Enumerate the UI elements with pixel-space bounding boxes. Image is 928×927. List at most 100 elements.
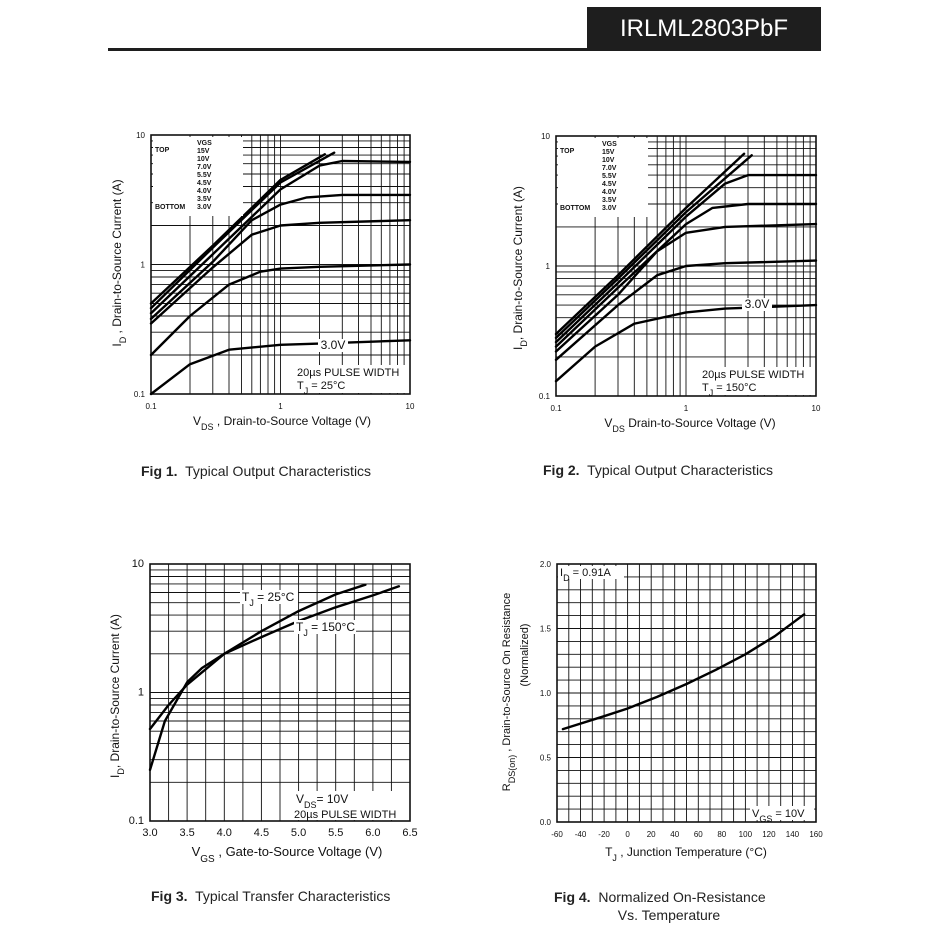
- fig2-legend-entry: 4.5V: [602, 181, 617, 188]
- fig1-series-4-5v: [149, 218, 412, 325]
- fig1-xtick-label: 1: [278, 402, 283, 411]
- fig2-note-bg: [700, 367, 812, 395]
- fig4-id-note: ID = 0.91A: [560, 567, 612, 583]
- fig1-legend-entry: 4.0V: [197, 188, 212, 195]
- fig2-series-3-0v: [554, 303, 818, 383]
- fig1-legend-heading: VGS: [197, 140, 212, 147]
- fig4-ytick-label: 0.5: [540, 754, 552, 763]
- fig1-ytick-label: 10: [136, 131, 145, 140]
- fig4-plot-frame: [556, 563, 817, 823]
- fig1-caption: Fig 1. Typical Output Characteristics: [141, 463, 371, 479]
- fig1-series-10v: [149, 151, 336, 310]
- fig1-legend-bottom: BOTTOM: [155, 204, 185, 211]
- fig2-ytick-label: 0.1: [539, 392, 551, 401]
- part-number-title: IRLML2803PbF: [619, 15, 789, 42]
- fig4-xtick-label: 80: [717, 830, 726, 839]
- fig4-ytick-label: 2.0: [540, 560, 552, 569]
- fig3-ytick-label: 0.1: [129, 815, 144, 827]
- fig2-xtick-label: 10: [812, 404, 821, 413]
- fig4-ytick-label: 1.0: [540, 689, 552, 698]
- fig1-legend-entry: 7.0V: [197, 164, 212, 171]
- fig2-series-4-0v: [554, 259, 818, 361]
- fig2-plot-frame: [555, 135, 817, 397]
- fig4-y-axis-label-normalized: (Normalized): [519, 624, 531, 687]
- fig4-ytick-label: 1.5: [540, 625, 552, 634]
- fig3-y-axis-label: ID, Drain-to-Source Current (A): [108, 614, 126, 778]
- fig4-xtick-label: 60: [694, 830, 703, 839]
- fig2-series-10v: [554, 154, 753, 340]
- fig3-t150-label: TJ = 150°C: [296, 620, 355, 638]
- fig1-xtick-label: 0.1: [145, 402, 157, 411]
- fig2-series-7-0v: [554, 173, 818, 344]
- fig3-xtick-label: 5.5: [328, 827, 343, 839]
- fig4-vgs-note: VGS = 10V: [752, 808, 805, 824]
- fig3-caption: Fig 3. Typical Transfer Characteristics: [151, 888, 390, 904]
- fig2-legend-heading: VGS: [602, 141, 617, 148]
- fig4-xtick-label: -20: [598, 830, 610, 839]
- fig4-xtick-label: -60: [551, 830, 563, 839]
- fig3-xtick-label: 3.5: [179, 827, 194, 839]
- fig2-x-axis-label: VDS Drain-to-Source Voltage (V): [604, 416, 775, 434]
- fig4-caption: Fig 4. Normalized On-Resistance: [554, 889, 766, 905]
- fig2-curve-label: 3.0V: [745, 297, 770, 311]
- fig2-xtick-label: 1: [684, 404, 689, 413]
- fig1-legend-backdrop: [153, 137, 243, 216]
- fig4-caption-text: Normalized On-Resistance: [598, 889, 766, 905]
- fig2-series-15v: [554, 152, 746, 336]
- fig1-curve-label: 3.0V: [321, 338, 346, 352]
- fig1-ytick-label: 0.1: [134, 390, 146, 399]
- fig4-xtick-label: 140: [786, 830, 800, 839]
- fig3-series-tj-150-c: [148, 585, 401, 731]
- fig1-legend-entry: 10V: [197, 156, 210, 163]
- fig2-legend-entry: 3.0V: [602, 205, 617, 212]
- fig1-legend-entry: 3.0V: [197, 204, 212, 211]
- fig3-xtick-label: 6.5: [402, 827, 417, 839]
- fig4-xtick-label: 160: [809, 830, 823, 839]
- fig1-legend-top: TOP: [155, 147, 170, 154]
- fig1-ytick-label: 1: [141, 261, 146, 270]
- fig4-caption-label: Fig 4.: [554, 889, 591, 905]
- fig3-caption-text: Typical Transfer Characteristics: [195, 888, 391, 904]
- fig3-ytick-label: 1: [138, 687, 144, 699]
- fig3-t25-label: TJ = 25°C: [242, 590, 295, 608]
- fig4-x-axis-label: TJ , Junction Temperature (°C): [605, 845, 767, 863]
- fig2-curve-label-bg: [742, 298, 772, 311]
- fig3-plot-frame: [149, 563, 411, 822]
- fig3-xtick-label: 3.0: [142, 827, 157, 839]
- fig2-legend-entry: 4.0V: [602, 189, 617, 196]
- fig1-pulse-note: 20µs PULSE WIDTH: [297, 367, 399, 379]
- fig2-legend-entry: 15V: [602, 149, 615, 156]
- fig4-xtick-label: 100: [739, 830, 753, 839]
- fig2-legend-bottom: BOTTOM: [560, 205, 590, 212]
- fig4-vgs-bg: [750, 806, 814, 820]
- fig2-caption-label: Fig 2.: [543, 462, 580, 478]
- fig1-caption-text: Typical Output Characteristics: [185, 463, 372, 479]
- fig1-series-5-5v: [149, 193, 412, 321]
- fig3-t25-bg: [240, 590, 298, 604]
- fig1-xtick-label: 10: [406, 402, 415, 411]
- fig4-series-rds-on-: [561, 613, 806, 731]
- fig2-xtick-label: 0.1: [550, 404, 562, 413]
- header-rule: [108, 48, 821, 51]
- fig1-y-axis-label: ID , Drain-to-Source Current (A): [110, 179, 128, 346]
- fig2-caption-text: Typical Output Characteristics: [587, 462, 774, 478]
- fig4-ytick-label: 0.0: [540, 818, 552, 827]
- fig4-xtick-label: 20: [647, 830, 656, 839]
- fig3-conditions-bg: [290, 791, 408, 820]
- fig2-series-4-5v: [554, 222, 818, 353]
- fig4-id-bg: [558, 566, 624, 579]
- fig3-xtick-label: 5.0: [291, 827, 306, 839]
- fig3-pulse-note: 20µs PULSE WIDTH: [294, 809, 396, 821]
- fig3-caption-label: Fig 3.: [151, 888, 188, 904]
- header-bar: [587, 7, 821, 51]
- fig2-legend-top: TOP: [560, 148, 575, 155]
- fig3-xtick-label: 6.0: [365, 827, 380, 839]
- fig1-legend-entry: 4.5V: [197, 180, 212, 187]
- fig2-legend-backdrop: [558, 138, 648, 217]
- fig1-legend-entry: 15V: [197, 148, 210, 155]
- fig4-caption-line2: Vs. Temperature: [617, 907, 721, 923]
- fig2-ytick-label: 10: [541, 132, 550, 141]
- fig3-x-axis-label: VGS , Gate-to-Source Voltage (V): [192, 844, 383, 865]
- fig1-series-7-0v: [149, 159, 412, 315]
